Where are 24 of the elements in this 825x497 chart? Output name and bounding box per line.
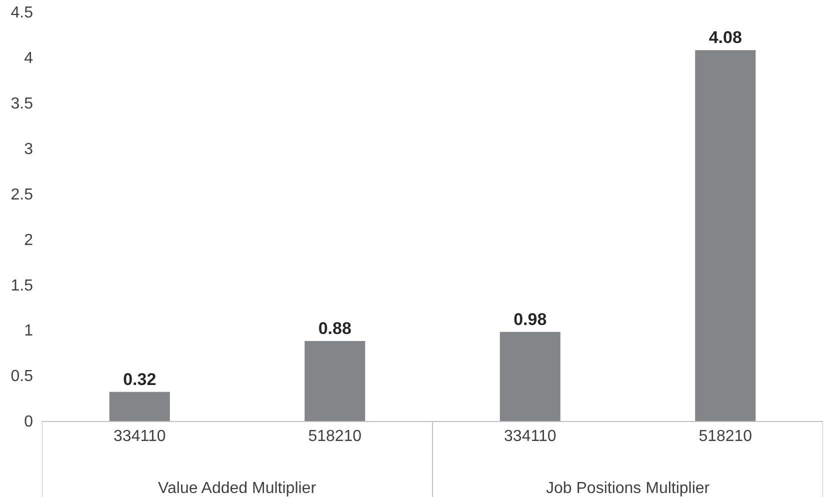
data-label: 0.98 — [514, 310, 547, 329]
y-tick-label: 1.5 — [10, 277, 34, 294]
x-tick-label: 334110 — [114, 428, 166, 446]
bar — [500, 332, 560, 421]
bar — [304, 341, 366, 421]
x-tick-label: 334110 — [504, 428, 556, 446]
y-tick-label: 0.5 — [10, 368, 34, 386]
x-tick-label: 518210 — [698, 428, 752, 446]
data-label: 0.88 — [318, 319, 352, 338]
bar — [109, 392, 170, 421]
y-tick-label: 4.5 — [10, 4, 34, 22]
y-tick-label: 2 — [24, 232, 34, 249]
y-tick-label: 3 — [24, 140, 34, 158]
text: Job Positions Multiplier — [546, 480, 710, 497]
data-label: 0.32 — [123, 370, 156, 389]
y-tick-label: 3.5 — [10, 95, 34, 112]
y-tick-label: 2.5 — [10, 186, 34, 204]
bar — [695, 50, 756, 421]
x-tick-label: 518210 — [308, 428, 362, 446]
data-label: 4.08 — [708, 28, 742, 48]
y-tick-label: 1 — [24, 322, 34, 340]
text: Value Added Multiplier — [158, 480, 317, 497]
y-tick-label: 4 — [24, 50, 34, 68]
y-tick-label: 0 — [24, 414, 34, 431]
